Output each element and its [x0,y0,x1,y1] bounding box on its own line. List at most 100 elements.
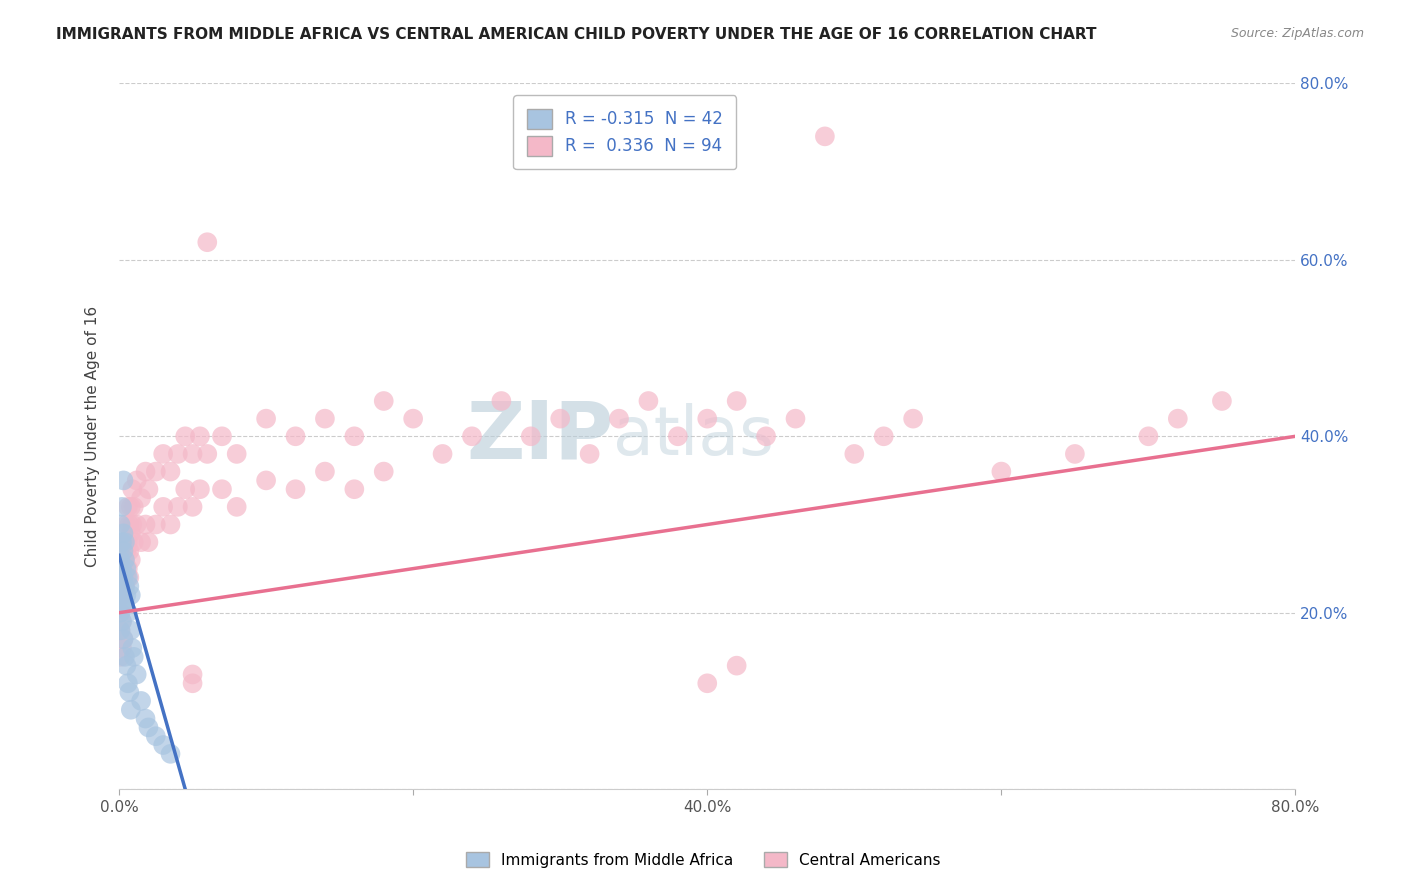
Point [121,640,143,655]
Point [112,474,135,488]
Point [188,482,211,496]
Point [115,561,138,575]
Point [195,447,218,461]
Point [578,447,600,461]
Point [174,482,197,496]
Point [125,474,148,488]
Point [195,235,218,250]
Point [607,411,630,425]
Point [548,411,571,425]
Point [117,535,139,549]
Point [373,394,395,409]
Point [696,411,718,425]
Point [118,544,141,558]
Point [117,570,139,584]
Point [225,447,247,461]
Point [121,517,143,532]
Point [901,411,924,425]
Text: atlas: atlas [613,403,775,469]
Point [110,606,132,620]
Point [1137,429,1160,443]
Point [120,500,142,514]
Point [112,544,135,558]
Point [110,624,132,638]
Point [129,491,152,505]
Point [1167,411,1189,425]
Point [111,535,134,549]
Point [1211,394,1233,409]
Point [725,658,748,673]
Point [110,649,132,664]
Point [284,482,307,496]
Point [111,615,134,629]
Point [129,694,152,708]
Point [314,411,336,425]
Point [134,465,156,479]
Point [138,535,160,549]
Point [120,588,142,602]
Point [167,447,190,461]
Point [110,588,132,602]
Point [120,526,142,541]
Point [666,429,689,443]
Point [115,570,138,584]
Point [112,570,135,584]
Point [134,517,156,532]
Point [118,517,141,532]
Point [117,561,139,575]
Point [181,500,204,514]
Text: IMMIGRANTS FROM MIDDLE AFRICA VS CENTRAL AMERICAN CHILD POVERTY UNDER THE AGE OF: IMMIGRANTS FROM MIDDLE AFRICA VS CENTRAL… [56,27,1097,42]
Point [159,747,181,761]
Point [118,570,141,584]
Point [145,517,167,532]
Point [111,588,134,602]
Point [174,429,197,443]
Point [118,579,141,593]
Point [114,553,136,567]
Point [120,624,142,638]
Point [181,667,204,681]
Point [696,676,718,690]
Point [111,640,134,655]
Point [211,482,233,496]
Point [225,500,247,514]
Point [112,588,135,602]
Point [755,429,778,443]
Point [254,474,277,488]
Point [284,429,307,443]
Point [112,570,135,584]
Text: Source: ZipAtlas.com: Source: ZipAtlas.com [1230,27,1364,40]
Point [152,500,174,514]
Point [112,544,135,558]
Text: ZIP: ZIP [465,397,613,475]
Point [254,411,277,425]
Point [120,703,142,717]
Point [112,632,135,647]
Point [125,667,148,681]
Point [314,465,336,479]
Point [152,738,174,752]
Point [188,429,211,443]
Point [125,517,148,532]
Point [114,535,136,549]
Point [115,544,138,558]
Point [111,597,134,611]
Point [785,411,807,425]
Point [844,447,866,461]
Point [145,729,167,743]
Point [110,570,132,584]
Point [110,588,132,602]
Point [873,429,896,443]
Point [343,482,366,496]
Point [129,535,152,549]
Point [117,500,139,514]
Point [114,579,136,593]
Point [110,553,132,567]
Point [117,676,139,690]
Point [112,597,135,611]
Point [111,579,134,593]
Point [432,447,454,461]
Point [114,553,136,567]
Legend: Immigrants from Middle Africa, Central Americans: Immigrants from Middle Africa, Central A… [458,844,948,875]
Y-axis label: Child Poverty Under the Age of 16: Child Poverty Under the Age of 16 [86,306,100,566]
